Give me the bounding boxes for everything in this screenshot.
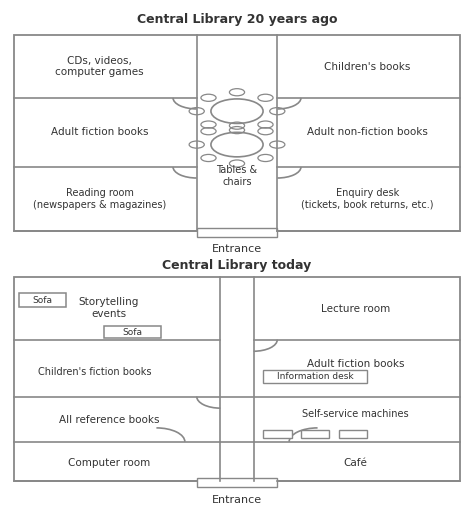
Text: Adult fiction books: Adult fiction books [307, 359, 404, 369]
Bar [19, 293, 66, 307]
Bar [339, 430, 367, 438]
Text: Sofa: Sofa [123, 328, 143, 337]
Text: Entrance: Entrance [212, 244, 262, 254]
Text: Adult non-fiction books: Adult non-fiction books [307, 127, 428, 137]
Bar [197, 478, 277, 487]
Text: Enquiry desk
(tickets, book returns, etc.): Enquiry desk (tickets, book returns, etc… [301, 188, 434, 210]
Text: Information desk: Information desk [277, 372, 354, 381]
Text: Self-service machines: Self-service machines [302, 409, 409, 419]
Bar [301, 430, 329, 438]
Text: Adult fiction books: Adult fiction books [51, 127, 148, 137]
Text: Café: Café [344, 458, 367, 468]
Text: Storytelling
events: Storytelling events [79, 297, 139, 319]
Text: Children's fiction books: Children's fiction books [38, 367, 152, 377]
Text: Children's books: Children's books [324, 61, 410, 72]
Bar [104, 326, 161, 338]
Bar [14, 277, 460, 481]
Text: Sofa: Sofa [33, 295, 53, 305]
Text: CDs, videos,
computer games: CDs, videos, computer games [55, 56, 144, 77]
Bar [263, 430, 292, 438]
Text: All reference books: All reference books [59, 415, 159, 425]
Text: Lecture room: Lecture room [321, 305, 390, 314]
Bar [197, 228, 277, 237]
Bar [263, 370, 367, 382]
Text: Reading room
(newspapers & magazines): Reading room (newspapers & magazines) [33, 188, 166, 210]
Bar [14, 35, 460, 231]
Text: Tables &
chairs: Tables & chairs [217, 165, 257, 186]
Text: Computer room: Computer room [68, 458, 150, 468]
Text: Central Library 20 years ago: Central Library 20 years ago [137, 13, 337, 26]
Text: Entrance: Entrance [212, 495, 262, 505]
Text: Central Library today: Central Library today [163, 259, 311, 271]
